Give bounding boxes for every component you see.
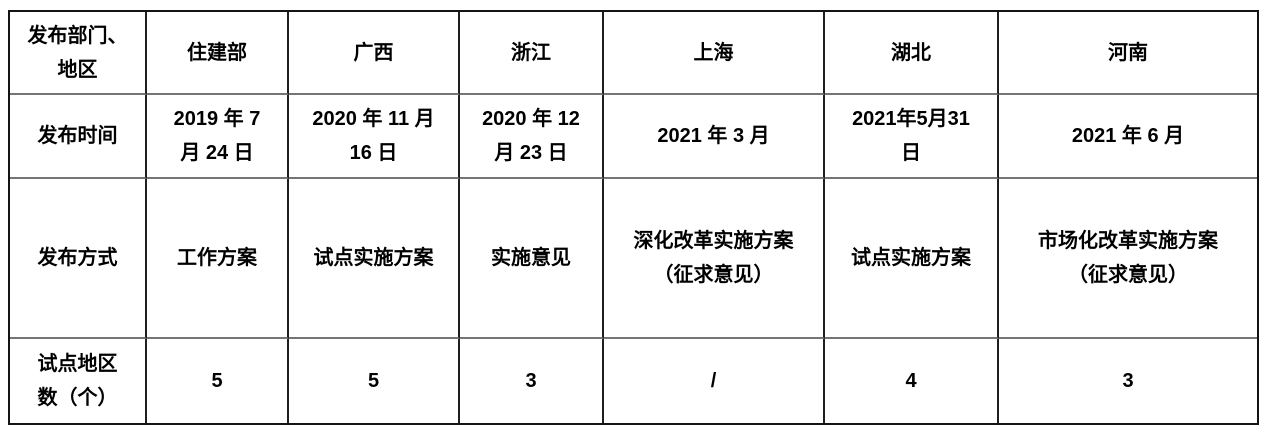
- region-cell: 住建部: [147, 12, 289, 95]
- count-cell: 5: [147, 339, 289, 423]
- method-cell: 实施意见: [460, 179, 604, 339]
- table-row-dates: 发布时间 2019 年 7 月 24 日 2020 年 11 月 16 日 20…: [10, 95, 1257, 179]
- date-cell: 2021年5月31 日: [825, 95, 999, 179]
- count-cell: 5: [289, 339, 460, 423]
- row-header-region: 发布部门、 地区: [10, 12, 147, 95]
- count-cell: /: [604, 339, 825, 423]
- method-cell: 工作方案: [147, 179, 289, 339]
- region-cell: 湖北: [825, 12, 999, 95]
- row-header-pilot-count: 试点地区 数（个）: [10, 339, 147, 423]
- count-cell: 3: [1122, 370, 1134, 392]
- count-cell: 3: [460, 339, 604, 423]
- count-cell: 4: [825, 339, 999, 423]
- date-cell: 2021 年 6 月: [999, 95, 1257, 179]
- method-cell: 市场化改革实施方案 （征求意见）: [999, 179, 1257, 339]
- row-header-publish-method: 发布方式: [10, 179, 147, 339]
- region-cell: 河南: [999, 12, 1257, 95]
- date-cell: 2019 年 7 月 24 日: [147, 95, 289, 179]
- date-cell: 2020 年 11 月 16 日: [289, 95, 460, 179]
- table-row-counts: 试点地区 数（个） 5 5 3 / 4 3: [10, 339, 1257, 423]
- region-cell: 浙江: [460, 12, 604, 95]
- table-row-methods: 发布方式 工作方案 试点实施方案 实施意见 深化改革实施方案 （征求意见） 试点…: [10, 179, 1257, 339]
- table-row-regions: 发布部门、 地区 住建部 广西 浙江 上海 湖北 河南: [10, 12, 1257, 95]
- region-cell: 广西: [289, 12, 460, 95]
- date-cell: 2020 年 12 月 23 日: [460, 95, 604, 179]
- pilot-policy-table: 发布部门、 地区 住建部 广西 浙江 上海 湖北 河南 发布时间 2019 年 …: [8, 10, 1259, 425]
- date-cell: 2021 年 3 月: [604, 95, 825, 179]
- method-cell: 试点实施方案: [825, 179, 999, 339]
- row-header-publish-time: 发布时间: [10, 95, 147, 179]
- method-cell: 试点实施方案: [289, 179, 460, 339]
- method-cell: 深化改革实施方案 （征求意见）: [604, 179, 825, 339]
- region-cell: 上海: [604, 12, 825, 95]
